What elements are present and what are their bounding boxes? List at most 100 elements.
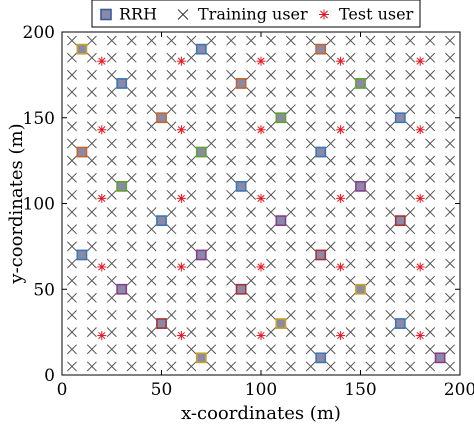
training-user-point bbox=[305, 172, 316, 183]
training-user-point bbox=[86, 104, 97, 115]
training-user-point bbox=[146, 207, 157, 218]
training-user-point bbox=[86, 189, 97, 200]
training-user-point bbox=[385, 224, 396, 235]
test-user-point bbox=[176, 262, 186, 272]
training-user-point bbox=[126, 155, 137, 166]
training-user-point bbox=[166, 189, 177, 200]
training-user-point bbox=[425, 310, 436, 320]
training-user-point bbox=[126, 52, 137, 63]
rrh-point bbox=[235, 78, 247, 89]
training-user-point bbox=[265, 224, 276, 235]
training-user-point bbox=[265, 35, 276, 46]
x-tick-label: 50 bbox=[151, 380, 173, 400]
training-user-point bbox=[265, 310, 276, 320]
training-user-point bbox=[365, 69, 376, 80]
training-user-point bbox=[86, 121, 97, 132]
training-user-point bbox=[66, 361, 77, 372]
training-user-point bbox=[285, 361, 296, 372]
training-user-point bbox=[166, 327, 177, 338]
training-user-point bbox=[66, 35, 77, 46]
training-user-point bbox=[186, 189, 197, 200]
legend-item-training-user: Training user bbox=[177, 5, 308, 24]
training-user-point bbox=[405, 241, 416, 252]
training-user-point bbox=[246, 241, 257, 252]
legend-label-rrh: RRH bbox=[119, 5, 157, 24]
training-user-point bbox=[425, 138, 436, 149]
training-user-point bbox=[365, 52, 376, 63]
training-user-point bbox=[425, 52, 436, 63]
training-user-point bbox=[285, 155, 296, 166]
training-user-point bbox=[166, 52, 177, 63]
training-user-point bbox=[425, 241, 436, 252]
training-user-point bbox=[345, 292, 356, 303]
test-user-point bbox=[97, 56, 107, 66]
rrh-point bbox=[235, 180, 247, 192]
training-user-point bbox=[66, 241, 77, 252]
training-user-point bbox=[246, 172, 257, 183]
training-user-point bbox=[305, 361, 316, 372]
legend-marker-training-user bbox=[177, 9, 189, 20]
rrh-point bbox=[116, 78, 128, 89]
training-user-point bbox=[365, 172, 376, 183]
training-user-point bbox=[285, 121, 296, 132]
training-user-point bbox=[66, 189, 77, 200]
training-user-point bbox=[206, 241, 217, 252]
training-user-point bbox=[385, 344, 396, 355]
training-user-point bbox=[86, 35, 97, 46]
test-user-point bbox=[256, 262, 266, 272]
training-user-point bbox=[146, 69, 157, 80]
training-user-point bbox=[226, 361, 237, 372]
training-user-point bbox=[106, 327, 117, 338]
training-user-point bbox=[126, 121, 137, 132]
training-user-point bbox=[445, 344, 456, 355]
training-user-point bbox=[425, 121, 436, 132]
training-user-point bbox=[166, 155, 177, 166]
training-user-point bbox=[106, 207, 117, 218]
training-user-point bbox=[345, 241, 356, 252]
training-user-point bbox=[425, 292, 436, 303]
training-user-point bbox=[246, 121, 257, 132]
training-user-point bbox=[405, 172, 416, 183]
training-user-point bbox=[206, 361, 217, 372]
training-user-point bbox=[285, 172, 296, 183]
training-user-point bbox=[385, 292, 396, 303]
training-user-point bbox=[445, 275, 456, 286]
training-user-point bbox=[345, 121, 356, 132]
training-user-point bbox=[246, 52, 257, 63]
training-user-point bbox=[405, 327, 416, 338]
training-user-point bbox=[166, 310, 177, 320]
training-user-point bbox=[405, 224, 416, 235]
training-user-point bbox=[166, 361, 177, 372]
training-user-point bbox=[106, 344, 117, 355]
training-user-point bbox=[66, 292, 77, 303]
test-user-point bbox=[176, 193, 186, 203]
training-user-point bbox=[405, 189, 416, 200]
test-user-point bbox=[336, 331, 346, 341]
training-user-point bbox=[385, 52, 396, 63]
training-user-point bbox=[405, 138, 416, 149]
test-user-point bbox=[336, 193, 346, 203]
training-user-point bbox=[345, 361, 356, 372]
training-user-point bbox=[265, 361, 276, 372]
training-user-point bbox=[265, 155, 276, 166]
training-user-point bbox=[265, 138, 276, 149]
training-user-point bbox=[445, 155, 456, 166]
legend-box bbox=[91, 0, 421, 28]
training-user-point bbox=[445, 138, 456, 149]
training-user-point bbox=[345, 275, 356, 286]
training-user-point bbox=[166, 258, 177, 269]
legend: RRH Training user Test user bbox=[91, 0, 421, 28]
training-user-point bbox=[265, 69, 276, 80]
test-user-point bbox=[336, 56, 346, 66]
training-user-point bbox=[106, 224, 117, 235]
training-user-point bbox=[305, 241, 316, 252]
y-tick-label: 200 bbox=[23, 23, 55, 43]
training-user-point bbox=[186, 344, 197, 355]
training-user-point bbox=[86, 258, 97, 269]
training-user-point bbox=[166, 138, 177, 149]
training-user-point bbox=[445, 104, 456, 115]
legend-item-rrh: RRH bbox=[100, 5, 157, 24]
training-user-point bbox=[305, 275, 316, 286]
test-user-point bbox=[256, 125, 266, 135]
training-user-point bbox=[86, 207, 97, 218]
